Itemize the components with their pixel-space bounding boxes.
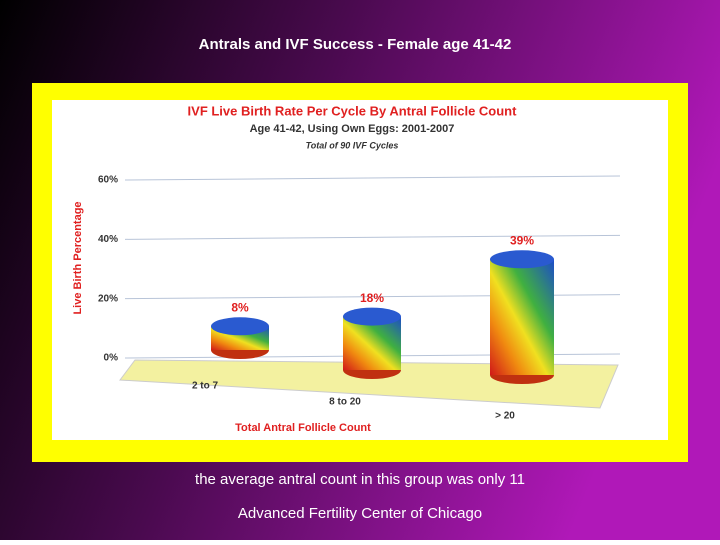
grid-line xyxy=(124,175,621,181)
chart-subtitle: Total of 90 IVF Cycles xyxy=(306,140,399,150)
footer: Advanced Fertility Center of Chicago xyxy=(238,505,482,522)
chart-title: IVF Live Birth Rate Per Cycle By Antral … xyxy=(188,103,518,118)
value-label: 39% xyxy=(510,233,534,247)
y-axis-label: Live Birth Percentage xyxy=(72,201,84,314)
bar xyxy=(490,259,554,375)
grid-line xyxy=(124,234,621,240)
value-label: 18% xyxy=(360,291,384,305)
bar-top xyxy=(490,250,554,269)
x-tick-label: 2 to 7 xyxy=(192,381,219,392)
y-tick-label: 20% xyxy=(98,293,118,304)
x-tick-label: > 20 xyxy=(495,411,515,422)
bar-top xyxy=(343,307,401,326)
chart-subtitle: Age 41-42, Using Own Eggs: 2001-2007 xyxy=(250,123,455,135)
y-tick-label: 0% xyxy=(104,353,119,364)
x-axis-label: Total Antral Follicle Count xyxy=(235,422,371,434)
y-tick-label: 60% xyxy=(98,175,118,186)
y-tick-label: 40% xyxy=(98,234,118,245)
slide-title: Antrals and IVF Success - Female age 41-… xyxy=(199,36,512,53)
x-tick-label: 8 to 20 xyxy=(329,397,361,408)
value-label: 8% xyxy=(231,300,249,314)
bar-top xyxy=(211,317,269,336)
caption: the average antral count in this group w… xyxy=(195,471,525,488)
